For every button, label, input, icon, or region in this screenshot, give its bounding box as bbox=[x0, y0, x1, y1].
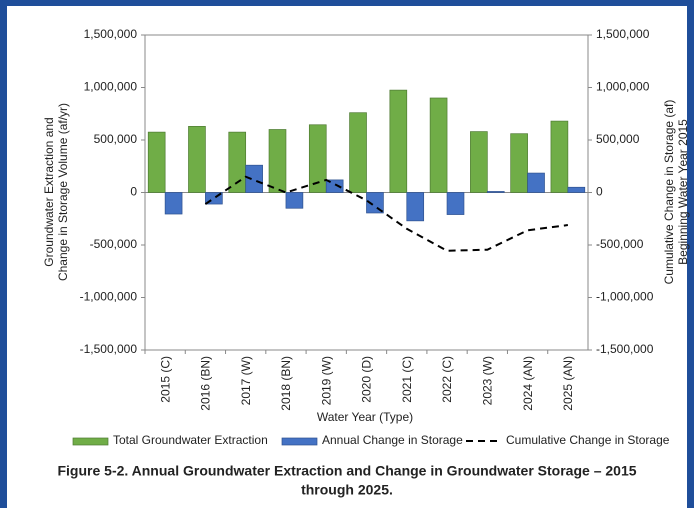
bar bbox=[550, 120, 569, 193]
x-tick-label: 2017 (W) bbox=[239, 356, 253, 405]
bar bbox=[366, 192, 384, 214]
bar bbox=[188, 125, 206, 193]
y-tick-label: 0 bbox=[130, 185, 137, 199]
legend-label: Total Groundwater Extraction bbox=[113, 433, 268, 447]
legend-swatch bbox=[72, 437, 109, 446]
bar bbox=[245, 164, 263, 193]
x-axis-label: Water Year (Type) bbox=[317, 410, 413, 424]
y-tick-label: -1,000,000 bbox=[80, 290, 138, 304]
x-tick-label: 2023 (W) bbox=[480, 356, 494, 405]
bar bbox=[567, 186, 586, 193]
bar bbox=[406, 192, 425, 222]
bar bbox=[510, 133, 528, 193]
x-tick-label: 2016 (BN) bbox=[199, 356, 213, 411]
bar bbox=[268, 129, 287, 193]
bar bbox=[164, 192, 183, 215]
bar bbox=[389, 89, 408, 193]
bar bbox=[228, 131, 247, 193]
bar bbox=[205, 192, 223, 205]
x-tick-label: 2022 (C) bbox=[440, 356, 454, 403]
bar bbox=[325, 179, 344, 193]
bar bbox=[429, 97, 448, 193]
y-axis-label: Groundwater Extraction and bbox=[42, 117, 56, 266]
line bbox=[204, 175, 568, 252]
y-tick-label: 1,500,000 bbox=[84, 27, 138, 41]
y2-axis-label: Beginning Water Year 2015 bbox=[676, 119, 690, 265]
bar bbox=[470, 131, 488, 193]
y-tick-label: -1,500,000 bbox=[80, 342, 138, 356]
legend-swatch bbox=[281, 437, 318, 446]
bar bbox=[285, 192, 304, 209]
bar bbox=[349, 112, 367, 193]
y2-tick-label: -500,000 bbox=[596, 237, 644, 251]
legend-label: Cumulative Change in Storage bbox=[506, 433, 670, 447]
bar bbox=[147, 131, 166, 193]
y2-tick-label: -1,000,000 bbox=[596, 290, 654, 304]
x-tick-label: 2018 (BN) bbox=[279, 356, 293, 411]
y2-tick-label: 1,000,000 bbox=[596, 80, 650, 94]
caption: through 2025. bbox=[301, 482, 393, 498]
bar bbox=[446, 192, 465, 215]
bar bbox=[527, 172, 545, 193]
caption: Figure 5-2. Annual Groundwater Extractio… bbox=[57, 463, 636, 479]
y2-tick-label: 0 bbox=[596, 185, 603, 199]
x-tick-label: 2021 (C) bbox=[400, 356, 414, 403]
x-tick-label: 2015 (C) bbox=[158, 356, 172, 403]
bar bbox=[308, 124, 327, 193]
y-axis-label: Change in Storage Volume (af/yr) bbox=[56, 103, 70, 281]
y2-axis-label: Cumulative Change in Storage (af) bbox=[662, 100, 676, 285]
x-tick-label: 2024 (AN) bbox=[521, 356, 535, 411]
panel bbox=[7, 6, 687, 508]
y-tick-label: -500,000 bbox=[90, 237, 138, 251]
y2-tick-label: 1,500,000 bbox=[596, 27, 650, 41]
x-tick-label: 2025 (AN) bbox=[561, 356, 575, 411]
legend-label: Annual Change in Storage bbox=[322, 433, 463, 447]
bar bbox=[486, 191, 505, 193]
x-tick-label: 2019 (W) bbox=[319, 356, 333, 405]
y-tick-label: 500,000 bbox=[94, 132, 138, 146]
y2-tick-label: 500,000 bbox=[596, 132, 640, 146]
x-tick-label: 2020 (D) bbox=[360, 356, 374, 403]
y2-tick-label: -1,500,000 bbox=[596, 342, 654, 356]
y-tick-label: 1,000,000 bbox=[84, 80, 138, 94]
